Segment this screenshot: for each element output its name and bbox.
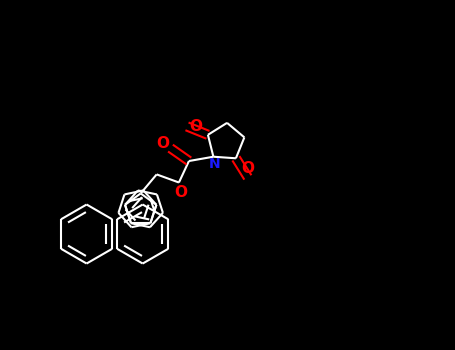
Text: O: O	[157, 136, 169, 152]
Text: N: N	[208, 158, 220, 172]
Text: O: O	[241, 161, 254, 176]
Text: O: O	[174, 185, 187, 200]
Text: O: O	[189, 119, 202, 134]
